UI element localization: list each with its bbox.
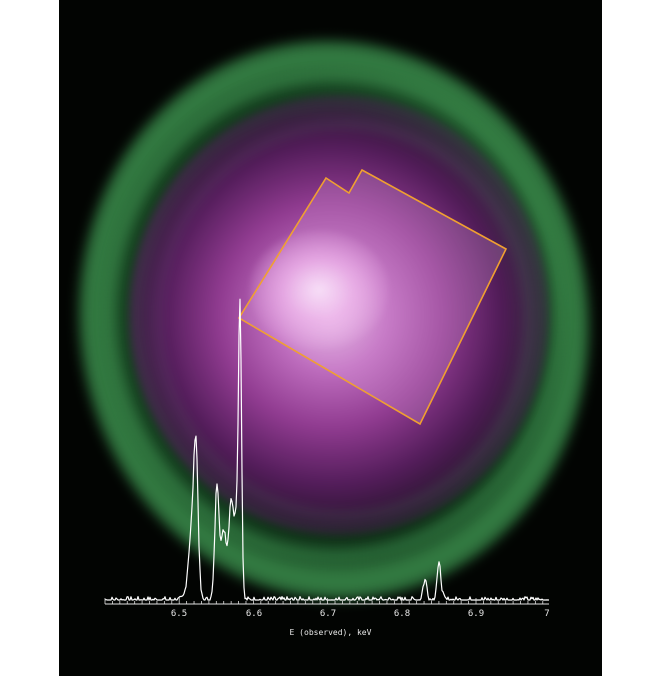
tick-label-6-7: 6.7 bbox=[319, 609, 337, 619]
nebula-background bbox=[59, 0, 602, 676]
cluster-image: 6.5 6.6 6.7 6.8 6.9 7 E (observed), keV bbox=[59, 0, 602, 676]
spectrum-trace bbox=[104, 298, 549, 601]
tick-label-6-9: 6.9 bbox=[467, 609, 485, 619]
gas-swirl bbox=[104, 70, 564, 560]
observed-region-outline bbox=[237, 168, 508, 426]
tick-label-6-6: 6.6 bbox=[245, 609, 263, 619]
spectrum-x-axis-label: E (observed), keV bbox=[289, 628, 372, 637]
bright-core bbox=[249, 230, 389, 350]
annotation-overlay bbox=[104, 168, 549, 605]
tick-label-7: 7 bbox=[544, 609, 550, 619]
spectrum-tick-marks bbox=[104, 598, 544, 604]
tick-label-6-5: 6.5 bbox=[170, 609, 188, 619]
tick-label-6-8: 6.8 bbox=[393, 609, 411, 619]
